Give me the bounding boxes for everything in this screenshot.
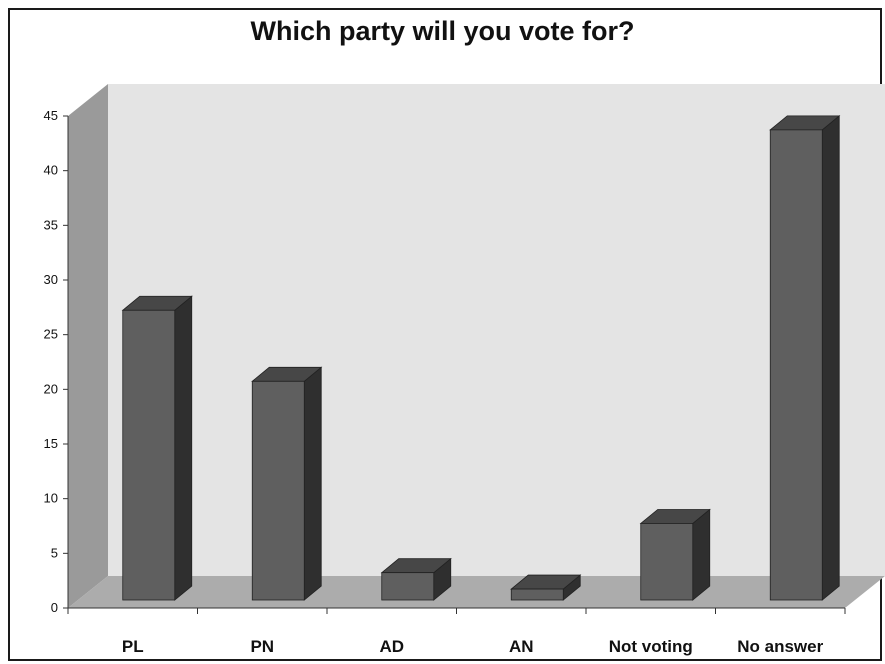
category-label-group: PL PN AD AN Not voting No answer [122, 637, 824, 656]
y-tick-label: 5 [51, 545, 58, 560]
bar-pl [121, 295, 193, 601]
chart-side-wall [68, 84, 108, 608]
y-tick-label: 0 [51, 600, 58, 615]
bar-front [510, 588, 564, 601]
bar-side [303, 366, 322, 601]
x-category-label: PN [250, 637, 274, 656]
bar-an [510, 574, 582, 601]
bar-front [640, 523, 694, 601]
bar-front [769, 129, 823, 601]
chart-title: Which party will you vote for? [250, 16, 635, 46]
x-category-label: AN [509, 637, 534, 656]
x-category-label: Not voting [609, 637, 693, 656]
bar-not-voting [639, 508, 711, 601]
bar-no-answer [769, 115, 841, 601]
y-tick-label: 45 [44, 108, 58, 123]
bar-ad [380, 557, 452, 601]
chart-back-wall [108, 84, 885, 576]
bar-side [174, 295, 193, 601]
y-tick-label: 10 [44, 491, 58, 506]
bar-front [122, 309, 176, 601]
x-category-label: PL [122, 637, 144, 656]
bar-pn [251, 366, 323, 601]
y-tick-label: 15 [44, 436, 58, 451]
x-tick-group [67, 608, 846, 614]
bar-side [692, 508, 711, 601]
bar-front [251, 380, 305, 601]
bar-group [121, 115, 841, 601]
y-tick-label: 30 [44, 272, 58, 287]
y-tick-label: 40 [44, 163, 58, 178]
y-tick-label: 35 [44, 217, 58, 232]
y-tick-group: 0 5 10 15 20 25 30 35 40 45 [44, 108, 68, 615]
x-category-label: No answer [737, 637, 823, 656]
y-tick-label: 25 [44, 327, 58, 342]
x-category-label: AD [379, 637, 404, 656]
bar-side [821, 115, 840, 601]
bar-front [381, 572, 435, 601]
y-tick-label: 20 [44, 381, 58, 396]
